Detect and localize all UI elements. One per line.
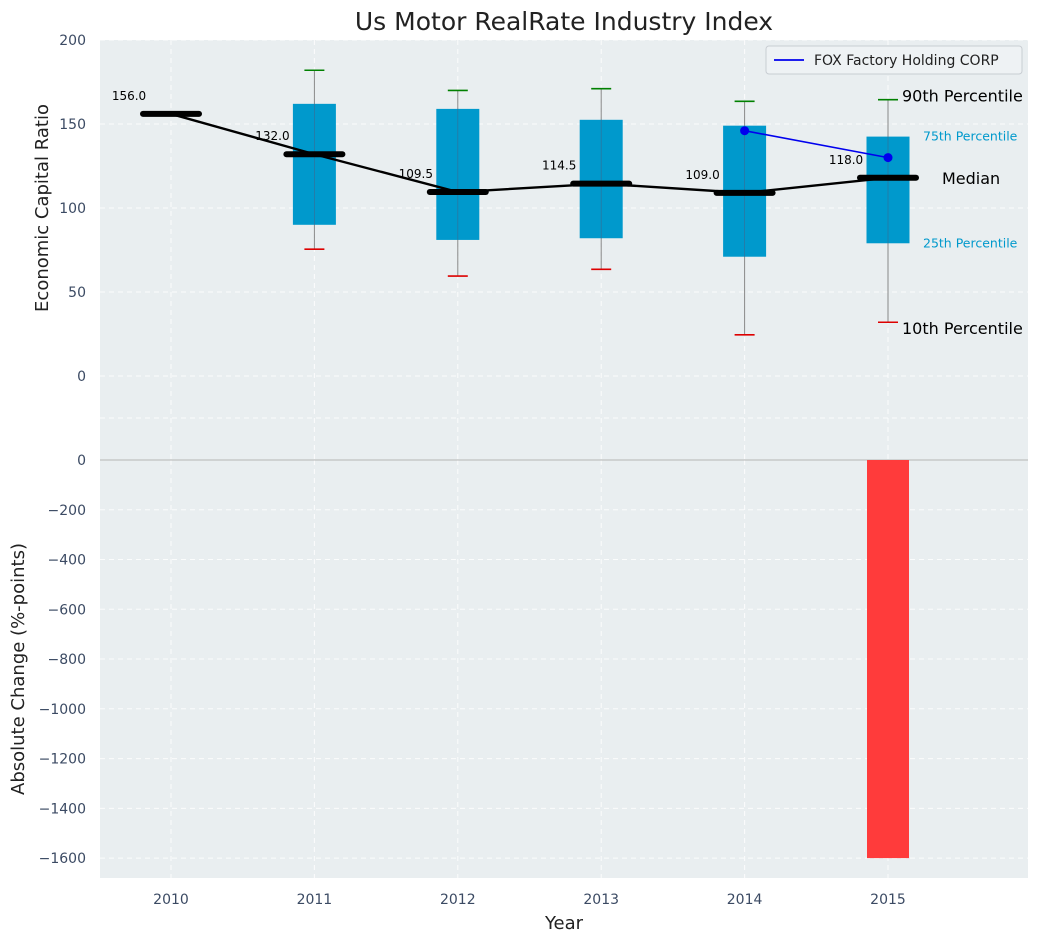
bottom-y-tick-label: −1400	[39, 801, 86, 817]
top-plot-background	[100, 40, 1028, 460]
chart-title: Us Motor RealRate Industry Index	[355, 7, 773, 36]
change-bar	[867, 460, 909, 859]
bottom-y-tick-label: −400	[48, 553, 86, 569]
top-y-tick-label: 150	[59, 117, 86, 133]
median-value-label: 118.0	[829, 153, 863, 167]
bottom-y-tick-label: −800	[48, 652, 86, 668]
bottom-y-tick-label: −1600	[39, 851, 86, 867]
x-tick-label: 2012	[440, 892, 476, 908]
top-y-tick-label: 200	[59, 33, 86, 49]
top-y-axis-label: Economic Capital Ratio	[32, 104, 53, 312]
x-tick-label: 2010	[153, 892, 189, 908]
legend: FOX Factory Holding CORP	[765, 45, 1023, 75]
x-axis-label: Year	[544, 913, 584, 934]
top-panel: 0 50 100 150 200 156.0 132.0 109.5 114.5 109.0 118…	[59, 33, 1028, 460]
x-tick-label: 2011	[297, 892, 333, 908]
top-y-tick-label: 100	[59, 201, 86, 217]
x-tick-label: 2015	[870, 892, 906, 908]
bottom-y-tick-label: −1200	[39, 752, 86, 768]
bottom-panel: 0 −200 −400 −600 −800 −1000 −1200 −1400 −1600 201…	[39, 453, 1028, 908]
company-series-point	[740, 126, 750, 136]
legend-box	[765, 45, 1023, 75]
p90-annotation: 90th Percentile	[902, 87, 1023, 106]
median-value-label: 132.0	[255, 129, 289, 143]
median-value-label: 114.5	[542, 159, 576, 173]
x-tick-label: 2014	[727, 892, 763, 908]
median-value-label: 109.5	[399, 167, 433, 181]
median-value-label: 156.0	[112, 89, 146, 103]
median-value-label: 109.0	[685, 168, 719, 182]
p10-annotation: 10th Percentile	[902, 319, 1023, 338]
top-y-tick-label: 0	[77, 369, 86, 385]
p75-annotation: 75th Percentile	[923, 129, 1018, 144]
bottom-y-tick-label: 0	[77, 453, 86, 469]
p25-annotation: 25th Percentile	[923, 235, 1018, 250]
top-y-tick-label: 50	[68, 285, 86, 301]
median-annotation: Median	[942, 169, 1000, 188]
company-series-point	[883, 153, 893, 163]
company-series-line	[744, 129, 889, 159]
bottom-y-tick-label: −1000	[39, 702, 86, 718]
bottom-y-axis-label: Absolute Change (%-points)	[8, 543, 29, 795]
legend-entry: FOX Factory Holding CORP	[814, 53, 999, 69]
x-tick-label: 2013	[583, 892, 619, 908]
bottom-y-tick-label: −600	[48, 602, 86, 618]
bottom-y-tick-label: −200	[48, 503, 86, 519]
